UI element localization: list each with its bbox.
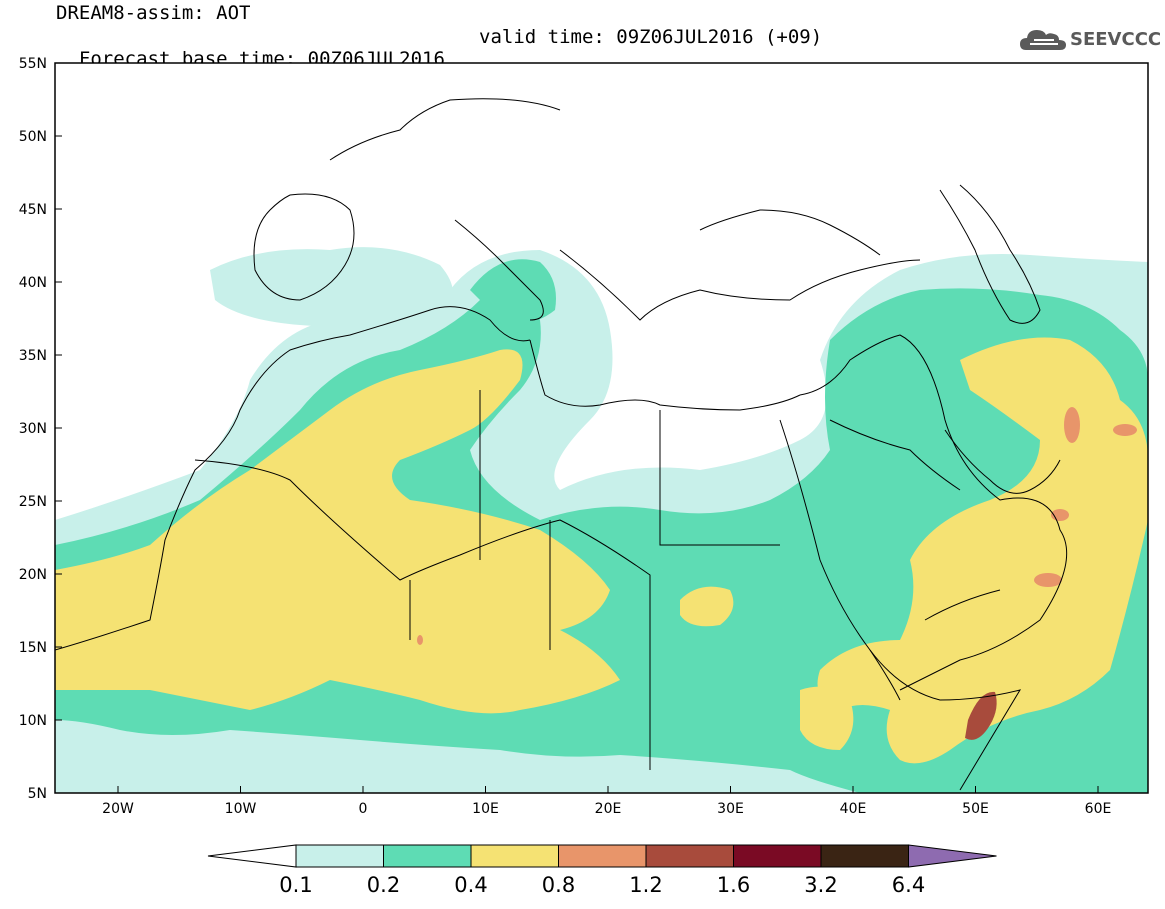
- aot-patch-0.8-4: [1113, 424, 1137, 436]
- aot-band-0.4-ethiopia: [800, 686, 854, 750]
- colorbar-swatch: [383, 844, 472, 868]
- longitude-axis: 20W 10W 0 10E 20E 30E 40E 50E 60E: [102, 786, 1111, 817]
- border-sahara-1: [194, 459, 651, 770]
- lon-tick-label: 30E: [717, 801, 744, 817]
- colorbar: 0.1 0.2 0.4 0.8 1.2 1.6 3.2 6.4: [207, 844, 997, 897]
- colorbar-level-label: 1.2: [629, 873, 662, 897]
- lat-tick-label: 50N: [19, 129, 47, 145]
- border-sahara-2: [409, 390, 551, 650]
- lon-tick-label: 20E: [595, 801, 622, 817]
- border-egypt-sudan: [659, 410, 780, 546]
- lat-tick-label: 25N: [19, 494, 47, 510]
- lat-tick-label: 30N: [19, 421, 47, 437]
- lat-tick-label: 10N: [19, 713, 47, 729]
- colorbar-swatch: [295, 844, 384, 868]
- coast-red-sea: [779, 419, 901, 701]
- aot-band-0.4-sudan: [680, 586, 734, 627]
- colorbar-level-label: 0.4: [454, 873, 487, 897]
- aot-band-0.4: [55, 349, 620, 714]
- colorbar-swatch: [470, 844, 559, 868]
- lat-tick-label: 35N: [19, 348, 47, 364]
- coast-arabia: [799, 334, 1068, 691]
- colorbar-under-arrow: [207, 844, 297, 868]
- aot-band-0.2-north: [470, 259, 556, 324]
- lat-tick-label: 45N: [19, 202, 47, 218]
- aot-patch-0.8-2: [1034, 573, 1062, 587]
- lat-tick-label: 5N: [28, 786, 47, 802]
- aot-band-0.4-east: [817, 337, 1148, 764]
- aot-band-0.1-west: [210, 247, 453, 327]
- coast-europe-north: [329, 98, 561, 161]
- aot-patch-1.2: [965, 691, 997, 740]
- coast-balkans-turkey: [559, 249, 921, 321]
- coast-horn-africa: [869, 649, 1022, 791]
- colorbar-level-label: 1.6: [717, 873, 750, 897]
- colorbar-over-arrow: [908, 844, 997, 868]
- lat-tick-label: 55N: [19, 56, 47, 72]
- seevccc-logo: SEEVCCC: [1018, 24, 1162, 56]
- coast-iberia: [253, 193, 355, 301]
- coast-persian-gulf: [944, 429, 1061, 494]
- coast-nw-africa: [55, 306, 531, 651]
- lat-tick-label: 40N: [19, 275, 47, 291]
- colorbar-level-label: 6.4: [892, 873, 925, 897]
- border-arabia: [829, 419, 1001, 621]
- cloud-logo-icon: [1020, 30, 1066, 50]
- latitude-axis: 55N 50N 45N 40N 35N 30N 25N 20N 15N 10N 5N: [19, 56, 62, 802]
- lon-tick-label: 20W: [102, 801, 134, 817]
- coastlines: [55, 98, 1068, 791]
- logo-text: SEEVCCC: [1070, 29, 1162, 50]
- colorbar-level-label: 3.2: [804, 873, 837, 897]
- colorbar-swatch: [733, 844, 822, 868]
- colorbar-swatch: [645, 844, 734, 868]
- colorbar-level-label: 0.2: [367, 873, 400, 897]
- coast-caspian: [939, 184, 1041, 324]
- lon-tick-label: 0: [359, 801, 368, 817]
- coast-libya-egypt: [529, 339, 801, 411]
- colorbar-level-label: 0.8: [542, 873, 575, 897]
- lat-tick-label: 15N: [19, 640, 47, 656]
- map-title: DREAM8-assim: AOT: [56, 2, 251, 24]
- colorbar-swatch: [558, 844, 647, 868]
- colorbar-level-label: 0.1: [279, 873, 312, 897]
- lat-tick-label: 20N: [19, 567, 47, 583]
- valid-time-label: valid time: 09Z06JUL2016 (+09): [479, 26, 823, 48]
- aot-patch-0.8-1: [1064, 407, 1080, 443]
- coast-black-sea: [699, 209, 881, 256]
- lon-tick-label: 40E: [840, 801, 867, 817]
- colorbar-swatch: [820, 844, 909, 868]
- coast-italy: [454, 219, 544, 321]
- aot-patch-0.8-5: [417, 635, 423, 645]
- lon-tick-label: 60E: [1085, 801, 1112, 817]
- lon-tick-label: 50E: [962, 801, 989, 817]
- lon-tick-label: 10E: [472, 801, 499, 817]
- lon-tick-label: 10W: [225, 801, 257, 817]
